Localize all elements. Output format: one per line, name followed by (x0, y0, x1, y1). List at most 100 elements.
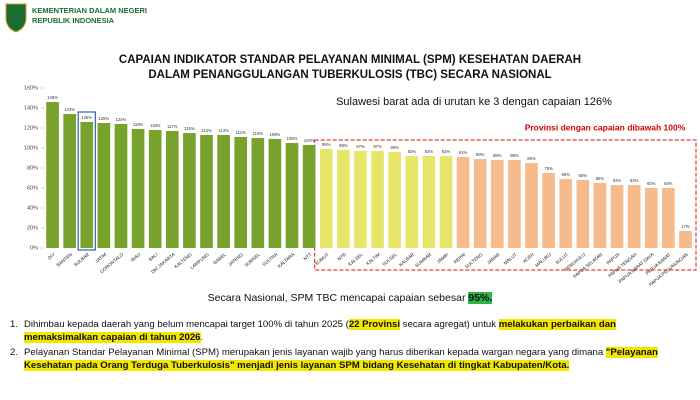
y-tick-label: 20% (27, 225, 38, 231)
y-tick-label: 160% (24, 85, 38, 91)
value-label: 75% (544, 166, 553, 171)
bar (559, 179, 573, 248)
annotation: Sulawesi barat ada di urutan ke 3 dengan… (336, 96, 612, 108)
region-label: Provinsi dengan capaian dibawah 100% (525, 122, 686, 132)
bar (508, 160, 521, 248)
x-tick-label: MALUKU (534, 252, 552, 268)
bar (456, 157, 470, 248)
value-label: 88% (510, 153, 519, 158)
bar (319, 149, 333, 248)
note-text: 22 Provinsi (348, 319, 401, 330)
x-tick-label: SULSEL (381, 252, 398, 267)
value-label: 60% (664, 181, 673, 186)
x-tick-label: NTB (337, 252, 347, 262)
bar (268, 139, 282, 248)
note-text: Dihimbau kepada daerah yang belum mencap… (24, 319, 349, 330)
x-tick-label: RIAU (130, 252, 142, 263)
x-tick-label: KALTIM (365, 252, 381, 266)
bar (593, 183, 607, 248)
value-label: 92% (408, 149, 417, 154)
x-tick-label: SULUT (554, 252, 569, 266)
national-summary: Secara Nasional, SPM TBC mencapai capaia… (0, 292, 700, 304)
note-text: . (200, 332, 204, 343)
value-label: 117% (167, 124, 178, 129)
x-tick-label: BALI (148, 252, 159, 262)
value-label: 17% (681, 224, 690, 229)
chart-subtitle: DALAM PENANGGULANGAN TUBERKULOSIS (TBC) … (148, 69, 551, 81)
note-number: 2. (10, 347, 19, 358)
bar (63, 114, 76, 248)
x-tick-label: JAMBI (436, 252, 450, 265)
value-label: 103% (304, 138, 315, 143)
bar (542, 173, 555, 248)
bar (183, 133, 196, 248)
value-label: 124% (116, 117, 127, 122)
y-tick-label: 140% (24, 105, 38, 111)
chart-title: CAPAIAN INDIKATOR STANDAR PELAYANAN MINI… (119, 54, 581, 66)
value-label: 113% (201, 128, 212, 133)
y-tick-label: 80% (27, 165, 38, 171)
value-label: 89% (476, 152, 485, 157)
x-tick-label: MALUT (503, 252, 518, 266)
value-label: 113% (218, 128, 229, 133)
bar (576, 180, 590, 248)
value-label: 65% (596, 176, 605, 181)
bar (148, 130, 162, 248)
bar (302, 145, 316, 248)
y-tick-label: 100% (24, 145, 38, 151)
x-tick-label: BANTEN (56, 252, 73, 268)
value-label: 98% (339, 143, 348, 148)
value-label: 111% (236, 130, 246, 135)
y-tick-label: 120% (24, 125, 38, 131)
value-label: 105% (287, 136, 298, 141)
x-tick-label: KALSEL (347, 252, 364, 267)
org-line1: KEMENTERIAN DALAM NEGERI (32, 6, 147, 15)
bar (525, 163, 538, 248)
bar (337, 150, 350, 248)
x-tick-label: SUMBAR (414, 251, 433, 268)
national-text: Secara Nasional, SPM TBC mencapai capaia… (207, 292, 469, 304)
value-label: 126% (81, 115, 92, 120)
value-label: 109% (270, 132, 281, 137)
value-label: 63% (613, 178, 622, 183)
value-label: 92% (425, 149, 434, 154)
bar (679, 231, 692, 248)
x-tick-label: NTT (302, 252, 312, 262)
bar (234, 137, 248, 248)
value-label: 99% (322, 142, 331, 147)
bar (644, 188, 658, 248)
bar (388, 152, 401, 248)
bar (439, 156, 453, 248)
bar (662, 188, 675, 248)
logo (5, 3, 27, 33)
x-tick-label: LAMPUNG (189, 252, 210, 271)
bar (131, 129, 145, 248)
bar (80, 122, 94, 248)
x-tick-label: SUMSEL (244, 252, 262, 268)
bar (371, 151, 384, 248)
bar (165, 131, 179, 248)
org-line2: REPUBLIK INDONESIA (32, 16, 115, 25)
notes: 1. Dihimbau kepada daerah yang belum menc… (10, 318, 690, 374)
x-tick-label: KEPRI (453, 252, 467, 265)
x-tick-label: JABAR (486, 251, 501, 265)
value-label: 97% (373, 144, 382, 149)
note: 2. Pelayanan Standar Pelayanan Minimal (S… (10, 346, 690, 372)
x-tick-label: JATIM (94, 252, 107, 264)
y-tick-label: 60% (27, 185, 38, 191)
bar (610, 185, 624, 248)
value-label: 85% (527, 156, 536, 161)
value-label: 146% (47, 95, 58, 100)
x-tick-label: ACEH (522, 252, 535, 264)
note-text: secara agregat) untuk (400, 319, 499, 330)
note-text: Pelayanan Standar Pelayanan Minimal (SPM… (24, 347, 606, 358)
bar (114, 124, 128, 248)
note-body: Pelayanan Standar Pelayanan Minimal (SPM… (24, 346, 690, 372)
value-label: 110% (253, 131, 264, 136)
value-label: 68% (579, 173, 588, 178)
value-label: 96% (390, 145, 399, 150)
bar (490, 160, 504, 248)
value-label: 69% (562, 172, 571, 177)
value-label: 63% (630, 178, 639, 183)
